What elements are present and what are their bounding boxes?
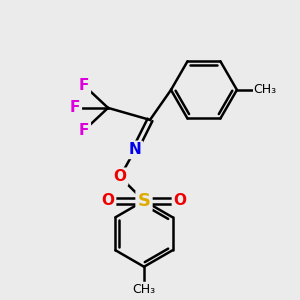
- Text: O: O: [101, 193, 115, 208]
- Text: F: F: [70, 100, 80, 116]
- Text: O: O: [173, 193, 187, 208]
- Text: F: F: [79, 123, 89, 138]
- Text: S: S: [137, 192, 151, 210]
- Text: F: F: [79, 78, 89, 93]
- Text: O: O: [113, 169, 127, 184]
- Text: CH₃: CH₃: [132, 283, 156, 296]
- Text: CH₃: CH₃: [254, 83, 277, 96]
- Text: N: N: [129, 142, 141, 158]
